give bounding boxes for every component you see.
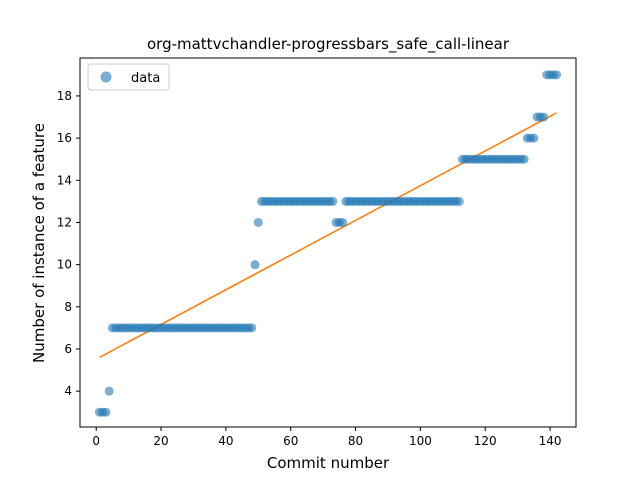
data-point — [101, 408, 110, 417]
y-tick-label: 12 — [57, 215, 72, 229]
y-tick-label: 16 — [57, 131, 72, 145]
x-tick-label: 140 — [539, 434, 562, 448]
legend-label-data: data — [131, 71, 160, 86]
data-point — [529, 134, 538, 143]
x-tick-label: 20 — [153, 434, 168, 448]
data-point — [251, 260, 260, 269]
x-tick-label: 80 — [348, 434, 363, 448]
y-tick-label: 18 — [57, 89, 72, 103]
data-point — [539, 113, 548, 122]
x-tick-label: 120 — [474, 434, 497, 448]
data-point — [105, 387, 114, 396]
y-tick-label: 10 — [57, 258, 72, 272]
x-tick-label: 0 — [92, 434, 100, 448]
data-point — [455, 197, 464, 206]
data-point — [247, 323, 256, 332]
data-point — [520, 155, 529, 164]
legend-marker — [101, 72, 112, 83]
chart-title: org-mattvchandler-progressbars_safe_call… — [147, 35, 510, 54]
y-axis-label: Number of instance of a feature — [30, 123, 48, 363]
y-tick-label: 4 — [64, 384, 72, 398]
y-tick-label: 6 — [64, 342, 72, 356]
y-tick-label: 8 — [64, 300, 72, 314]
data-point — [254, 218, 263, 227]
y-tick-label: 14 — [57, 173, 72, 187]
x-axis-label: Commit number — [267, 454, 390, 472]
legend: data — [88, 64, 169, 90]
data-point — [552, 70, 561, 79]
x-tick-label: 100 — [409, 434, 432, 448]
data-point — [338, 218, 347, 227]
data-point — [328, 197, 337, 206]
x-tick-label: 60 — [283, 434, 298, 448]
x-tick-label: 40 — [218, 434, 233, 448]
